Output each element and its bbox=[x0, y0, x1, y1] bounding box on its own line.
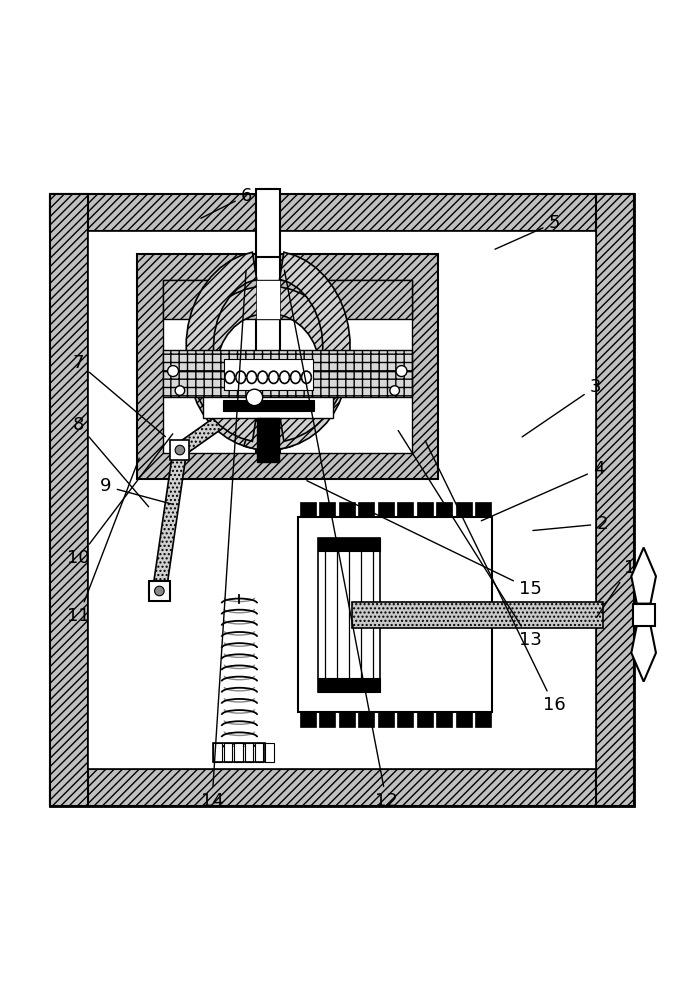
Text: 9: 9 bbox=[101, 477, 172, 504]
Circle shape bbox=[175, 445, 185, 455]
Bar bbox=[265, 743, 274, 762]
Bar bbox=[298, 517, 492, 712]
Bar bbox=[339, 712, 354, 727]
Bar bbox=[475, 502, 491, 517]
Bar bbox=[50, 769, 634, 806]
Bar bbox=[245, 743, 253, 762]
Text: 7: 7 bbox=[73, 354, 166, 437]
Circle shape bbox=[168, 366, 179, 377]
Text: 3: 3 bbox=[522, 378, 601, 437]
Bar bbox=[213, 743, 265, 762]
Text: 10: 10 bbox=[67, 434, 173, 567]
Bar bbox=[318, 538, 380, 692]
Polygon shape bbox=[631, 626, 656, 682]
Text: 6: 6 bbox=[201, 187, 252, 218]
Bar bbox=[163, 280, 412, 319]
Polygon shape bbox=[244, 286, 347, 450]
Bar bbox=[50, 194, 634, 806]
Circle shape bbox=[246, 389, 263, 406]
Bar bbox=[358, 502, 374, 517]
Bar bbox=[436, 712, 452, 727]
Bar bbox=[256, 254, 280, 453]
Polygon shape bbox=[176, 392, 259, 456]
Text: 15: 15 bbox=[307, 481, 542, 598]
Polygon shape bbox=[186, 252, 256, 441]
Bar bbox=[456, 502, 472, 517]
Bar bbox=[224, 743, 232, 762]
Text: 5: 5 bbox=[495, 214, 560, 249]
Text: 1: 1 bbox=[596, 559, 635, 617]
Bar bbox=[596, 194, 634, 806]
Bar bbox=[255, 743, 263, 762]
Bar bbox=[257, 418, 279, 462]
Text: 12: 12 bbox=[285, 270, 398, 810]
Bar bbox=[222, 400, 313, 411]
Bar bbox=[170, 440, 189, 460]
Bar bbox=[358, 712, 374, 727]
Circle shape bbox=[390, 386, 399, 395]
Bar bbox=[436, 502, 452, 517]
Bar bbox=[378, 712, 393, 727]
Circle shape bbox=[175, 386, 185, 395]
Polygon shape bbox=[189, 286, 293, 450]
Bar bbox=[163, 350, 412, 371]
Bar bbox=[378, 502, 393, 517]
Bar bbox=[149, 581, 170, 601]
Bar bbox=[417, 712, 432, 727]
Bar bbox=[397, 502, 413, 517]
Bar bbox=[633, 604, 655, 626]
Text: 4: 4 bbox=[482, 460, 604, 521]
Bar bbox=[256, 189, 280, 257]
Bar bbox=[475, 712, 491, 727]
Bar bbox=[88, 231, 596, 769]
Polygon shape bbox=[631, 548, 656, 604]
Polygon shape bbox=[280, 252, 350, 441]
Bar bbox=[318, 678, 380, 692]
Bar bbox=[256, 280, 280, 319]
Bar bbox=[163, 280, 412, 453]
Bar bbox=[203, 397, 333, 418]
Text: 13: 13 bbox=[398, 431, 542, 649]
Polygon shape bbox=[153, 449, 187, 592]
Text: 2: 2 bbox=[533, 515, 607, 533]
Bar bbox=[137, 254, 438, 479]
Bar bbox=[319, 712, 335, 727]
Text: 16: 16 bbox=[425, 441, 566, 714]
Bar bbox=[339, 502, 354, 517]
Bar bbox=[397, 712, 413, 727]
Circle shape bbox=[155, 586, 164, 596]
Bar bbox=[417, 502, 432, 517]
Bar bbox=[163, 371, 412, 397]
Bar bbox=[318, 538, 380, 551]
Bar bbox=[213, 743, 222, 762]
Bar bbox=[352, 602, 603, 628]
Bar bbox=[50, 194, 88, 806]
Bar bbox=[50, 194, 634, 231]
Bar bbox=[319, 502, 335, 517]
Text: 8: 8 bbox=[73, 416, 148, 507]
Circle shape bbox=[396, 366, 407, 377]
Bar bbox=[300, 502, 315, 517]
Bar bbox=[456, 712, 472, 727]
Text: 11: 11 bbox=[67, 458, 140, 625]
Bar bbox=[224, 359, 313, 390]
Bar bbox=[300, 712, 315, 727]
Text: 14: 14 bbox=[200, 270, 246, 810]
Bar bbox=[234, 743, 243, 762]
